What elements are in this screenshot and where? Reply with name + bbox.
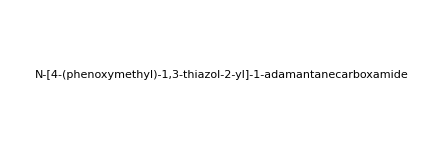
Text: N-[4-(phenoxymethyl)-1,3-thiazol-2-yl]-1-adamantanecarboxamide: N-[4-(phenoxymethyl)-1,3-thiazol-2-yl]-1… bbox=[35, 69, 409, 80]
